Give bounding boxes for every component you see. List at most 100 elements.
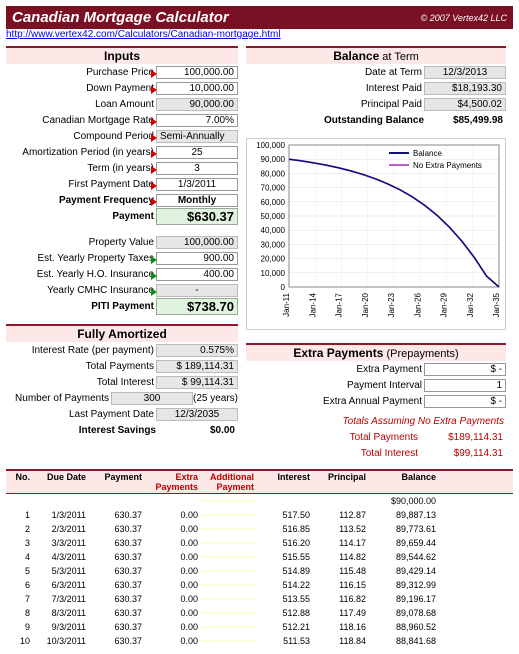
svg-text:Jan-32: Jan-32 [466,292,475,317]
amortized-value-2: $ 99,114.31 [156,376,238,389]
amortized-label-1: Total Payments [6,361,156,372]
svg-text:Jan-29: Jan-29 [440,292,449,317]
amortized-value-3: 300 [111,392,193,405]
table-start-row: $90,000.00 [6,494,513,508]
balance-value-0: 12/3/2013 [424,66,506,79]
piti-label-2: Est. Yearly H.O. Insurance [6,269,156,280]
balance-chart: 010,00020,00030,00040,00050,00060,00070,… [246,138,506,330]
source-url-link[interactable]: http://www.vertex42.com/Calculators/Cana… [6,29,281,40]
input-value-6[interactable]: 3 [156,162,238,175]
input-label-4: Compound Period [6,131,156,142]
amortized-label-4: Last Payment Date [6,409,156,420]
input-value-4: Semi-Annually [156,130,238,143]
inputs-heading: Inputs [6,46,238,64]
amortized-value-5: $0.00 [158,425,238,436]
marker-icon [151,70,157,78]
svg-text:Jan-11: Jan-11 [282,292,291,316]
balance-label-1: Interest Paid [246,83,424,94]
piti-value-4: $738.70 [156,298,238,315]
marker-icon [151,182,157,190]
input-label-7: First Payment Date [6,179,156,190]
piti-value-3: - [156,284,238,297]
svg-text:30,000: 30,000 [261,240,286,249]
svg-text:50,000: 50,000 [261,212,286,221]
balance-label-2: Principal Paid [246,99,424,110]
table-row: 1010/3/2011630.370.00511.53118.8488,841.… [6,634,513,648]
input-value-9: $630.37 [156,208,238,225]
balance-label-3: Outstanding Balance [246,115,426,126]
input-label-9: Payment [6,211,156,222]
amortized-label-2: Total Interest [6,377,156,388]
marker-icon [151,198,157,206]
amortized-heading: Fully Amortized [6,324,238,342]
input-label-5: Amortization Period (in years) [6,147,156,158]
piti-value-2[interactable]: 400.00 [156,268,238,281]
marker-icon [151,134,157,142]
extra-value-0[interactable]: $ - [424,363,506,376]
amortized-note-3: (25 years) [193,393,238,404]
extra-total-value-0: $189,114.31 [420,432,506,443]
extra-value-1[interactable]: 1 [424,379,506,392]
svg-text:Balance: Balance [413,149,442,158]
amortized-label-3: Number of Payments [6,393,111,404]
balance-value-1: $18,193.30 [424,82,506,95]
amortized-label-0: Interest Rate (per payment) [6,345,156,356]
amortized-value-1: $ 189,114.31 [156,360,238,373]
svg-text:80,000: 80,000 [261,169,286,178]
extra-total-label-1: Total Interest [246,448,420,459]
input-value-8[interactable]: Monthly [156,194,238,207]
input-value-3[interactable]: 7.00% [156,114,238,127]
piti-value-0: 100,000.00 [156,236,238,249]
input-value-0[interactable]: 100,000.00 [156,66,238,79]
table-row: 88/3/2011630.370.00512.88117.4989,078.68 [6,606,513,620]
extra-label-2: Extra Annual Payment [246,396,424,407]
svg-text:90,000: 90,000 [261,155,286,164]
extra-value-2[interactable]: $ - [424,395,506,408]
marker-icon [151,272,157,280]
svg-text:Jan-17: Jan-17 [335,292,344,317]
svg-text:Jan-26: Jan-26 [413,292,422,317]
piti-label-0: Property Value [6,237,156,248]
table-row: 22/3/2011630.370.00516.85113.5289,773.61 [6,522,513,536]
marker-icon [151,86,157,94]
piti-label-4: PITI Payment [6,301,156,312]
input-value-5[interactable]: 25 [156,146,238,159]
table-row: 66/3/2011630.370.00514.22116.1589,312.99 [6,578,513,592]
extra-total-label-0: Total Payments [246,432,420,443]
input-label-6: Term (in years) [6,163,156,174]
balance-value-2: $4,500.02 [424,98,506,111]
piti-label-3: Yearly CMHC Insurance [6,285,156,296]
amortized-value-4: 12/3/2035 [156,408,238,421]
extra-heading: Extra Payments (Prepayments) [246,343,506,361]
balance-heading: Balance at Term [246,46,506,64]
input-label-8: Payment Frequency [6,195,156,206]
extra-label-1: Payment Interval [246,380,424,391]
svg-text:40,000: 40,000 [261,226,286,235]
input-value-7[interactable]: 1/3/2011 [156,178,238,191]
input-value-1[interactable]: 10,000.00 [156,82,238,95]
table-row: 33/3/2011630.370.00516.20114.1789,659.44 [6,536,513,550]
svg-text:Jan-20: Jan-20 [361,292,370,317]
table-row: 44/3/2011630.370.00515.55114.8289,544.62 [6,550,513,564]
input-label-3: Canadian Mortgage Rate [6,115,156,126]
input-label-1: Down Payment [6,83,156,94]
svg-text:100,000: 100,000 [256,141,285,150]
input-value-2: 90,000.00 [156,98,238,111]
extra-total-value-1: $99,114.31 [420,448,506,459]
input-label-0: Purchase Price [6,67,156,78]
svg-text:70,000: 70,000 [261,184,286,193]
amortized-value-0: 0.575% [156,344,238,357]
svg-text:0: 0 [281,283,286,292]
svg-text:Jan-35: Jan-35 [492,292,501,317]
input-label-2: Loan Amount [6,99,156,110]
copyright: © 2007 Vertex42 LLC [421,13,507,23]
balance-label-0: Date at Term [246,67,424,78]
title-bar: Canadian Mortgage Calculator © 2007 Vert… [6,6,513,29]
table-row: 11/3/2011630.370.00517.50112.8789,887.13 [6,508,513,522]
marker-icon [151,150,157,158]
svg-text:10,000: 10,000 [261,269,286,278]
amort-table-header: No. Due Date Payment Extra Payments Addi… [6,469,513,494]
piti-value-1[interactable]: 900.00 [156,252,238,265]
piti-label-1: Est. Yearly Property Taxes [6,253,156,264]
balance-value-3: $85,499.98 [426,115,506,126]
